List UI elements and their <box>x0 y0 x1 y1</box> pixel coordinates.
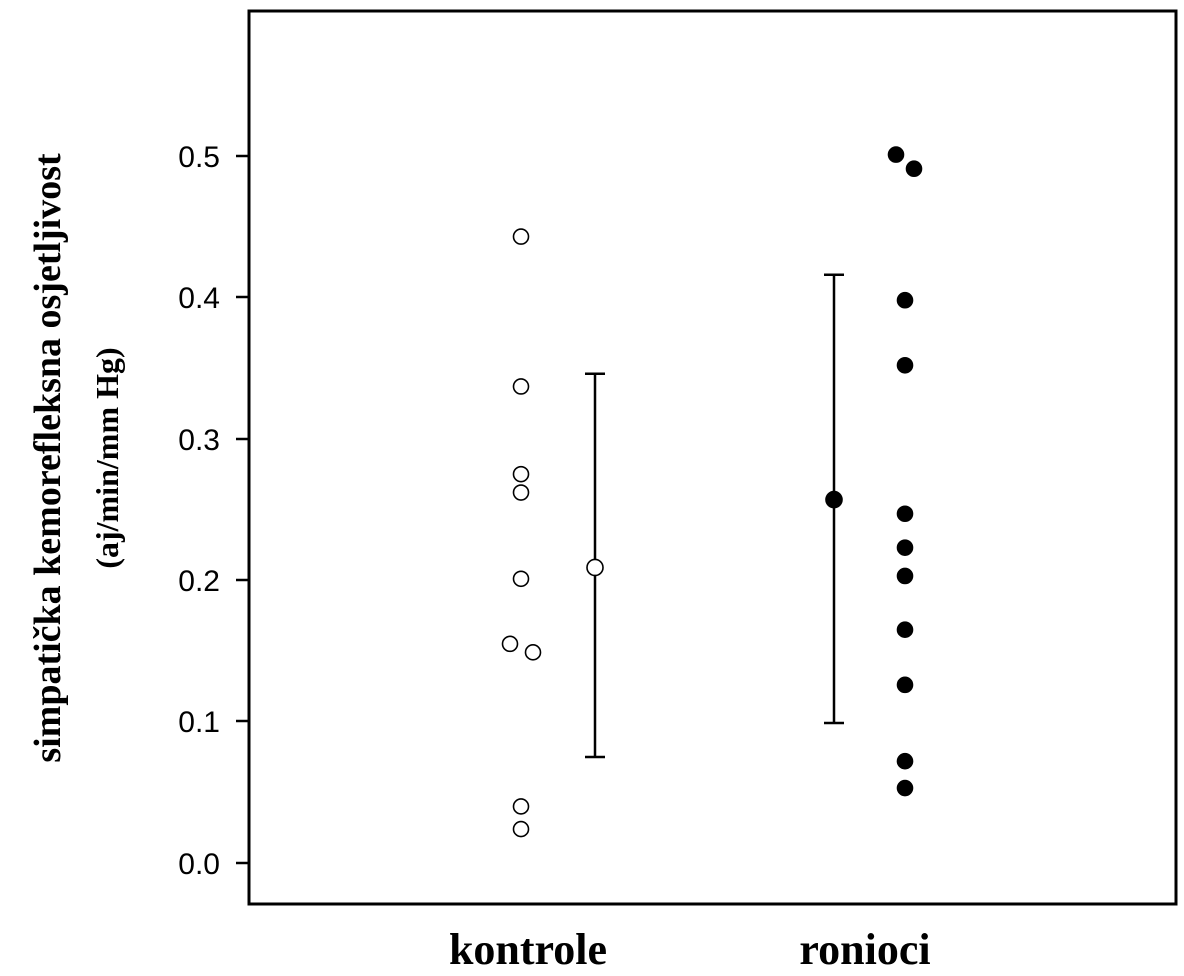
data-point-kontrole-6 <box>524 644 542 661</box>
y-tick-label-1: 0.1 <box>178 706 220 739</box>
y-tick-label-3: 0.3 <box>178 424 220 457</box>
data-point-ronioci-9 <box>896 752 914 770</box>
data-point-ronioci-1 <box>905 160 923 178</box>
y-axis-ticks: 0.0 0.1 0.2 0.3 0.4 0.5 <box>178 141 250 881</box>
data-point-ronioci-4 <box>896 505 914 523</box>
data-point-ronioci-3 <box>896 356 914 374</box>
y-tick-3: 0.3 <box>178 424 250 457</box>
data-point-ronioci-8 <box>896 676 914 694</box>
y-axis-label: simpatička kemorefleksna osjetljivost <box>27 153 69 763</box>
data-point-kontrole-4 <box>512 570 530 588</box>
x-axis-categories: kontrole ronioci <box>449 925 931 974</box>
data-point-ronioci-7 <box>896 621 914 638</box>
y-axis-title: simpatička kemorefleksna osjetljivost (a… <box>27 153 125 763</box>
data-point-ronioci-5 <box>896 539 914 556</box>
category-label-ronioci: ronioci <box>799 925 930 974</box>
data-point-kontrole-1 <box>512 378 530 395</box>
y-tick-1: 0.1 <box>178 706 250 739</box>
category-label-kontrole: kontrole <box>449 925 607 974</box>
y-tick-5: 0.5 <box>178 141 250 174</box>
data-point-ronioci-10 <box>896 779 914 797</box>
data-point-kontrole-2 <box>512 465 530 483</box>
data-point-kontrole-5 <box>501 635 519 653</box>
data-point-ronioci-0 <box>887 146 905 163</box>
y-tick-label-0: 0.0 <box>178 848 220 881</box>
y-tick-4: 0.4 <box>178 282 250 315</box>
data-point-kontrole-7 <box>512 798 530 815</box>
data-point-kontrole-8 <box>512 820 530 838</box>
y-axis-unit-label: (aj/min/mm Hg) <box>89 347 125 568</box>
y-tick-label-4: 0.4 <box>178 282 220 315</box>
data-point-kontrole-3 <box>512 484 530 501</box>
data-point-kontrole-0 <box>512 228 530 245</box>
data-point-ronioci-2 <box>896 291 914 309</box>
mean-marker-ronioci <box>825 490 843 509</box>
chart-marks <box>501 146 923 838</box>
data-point-ronioci-6 <box>896 567 914 585</box>
mean-marker-kontrole <box>586 558 604 577</box>
y-tick-2: 0.2 <box>178 565 250 598</box>
y-tick-label-5: 0.5 <box>178 141 220 174</box>
plot-frame <box>247 9 1178 906</box>
y-tick-label-2: 0.2 <box>178 565 220 598</box>
y-tick-0: 0.0 <box>178 848 250 881</box>
